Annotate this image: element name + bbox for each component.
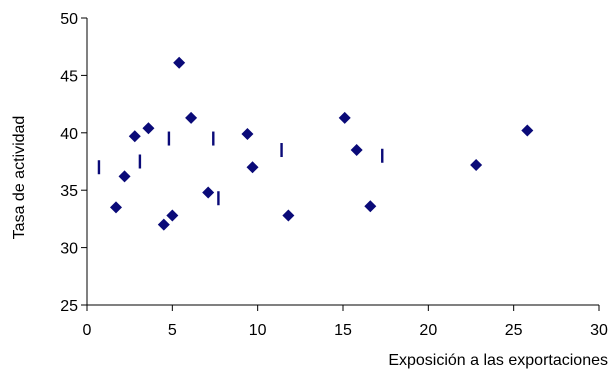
data-point xyxy=(246,161,259,174)
x-tick-label: 5 xyxy=(168,322,177,339)
data-point-dash xyxy=(217,191,220,206)
data-point xyxy=(350,144,363,157)
data-point-dash xyxy=(280,143,283,158)
y-tick-label: 50 xyxy=(60,11,78,28)
data-point-dash xyxy=(167,131,171,146)
x-tick-label: 10 xyxy=(249,322,267,339)
data-point-dash xyxy=(381,148,384,163)
data-point xyxy=(157,218,170,231)
data-point xyxy=(142,122,155,135)
data-point xyxy=(282,209,295,222)
y-tick-label: 45 xyxy=(60,68,78,85)
data-point xyxy=(364,200,377,213)
y-tick-label: 40 xyxy=(60,126,78,143)
x-axis: 0 5 10 15 20 25 30 xyxy=(83,304,608,339)
y-tick-label: 25 xyxy=(60,298,78,315)
data-point xyxy=(110,201,123,214)
x-tick-label: 30 xyxy=(590,322,608,339)
data-point xyxy=(118,170,131,183)
plot-area xyxy=(97,56,534,231)
y-tick-label: 30 xyxy=(60,241,78,258)
data-point-dash xyxy=(97,160,101,175)
x-tick-label: 15 xyxy=(334,322,352,339)
data-point-dash xyxy=(138,154,142,169)
data-point xyxy=(185,111,198,124)
y-axis: 25 30 35 40 45 50 xyxy=(60,11,88,315)
data-point xyxy=(173,56,186,69)
data-point xyxy=(521,124,534,137)
data-point xyxy=(470,158,483,171)
x-axis-title: Exposición a las exportaciones xyxy=(388,352,608,369)
y-axis-title: Tasa de actividad xyxy=(11,116,28,240)
y-tick-label: 35 xyxy=(60,183,78,200)
data-point-dash xyxy=(212,131,215,146)
data-point xyxy=(241,127,254,140)
data-point xyxy=(338,111,351,124)
data-point xyxy=(202,186,215,199)
data-point xyxy=(166,209,179,222)
x-tick-label: 0 xyxy=(83,322,92,339)
x-tick-label: 25 xyxy=(505,322,523,339)
data-point xyxy=(128,130,141,143)
x-tick-label: 20 xyxy=(419,322,437,339)
